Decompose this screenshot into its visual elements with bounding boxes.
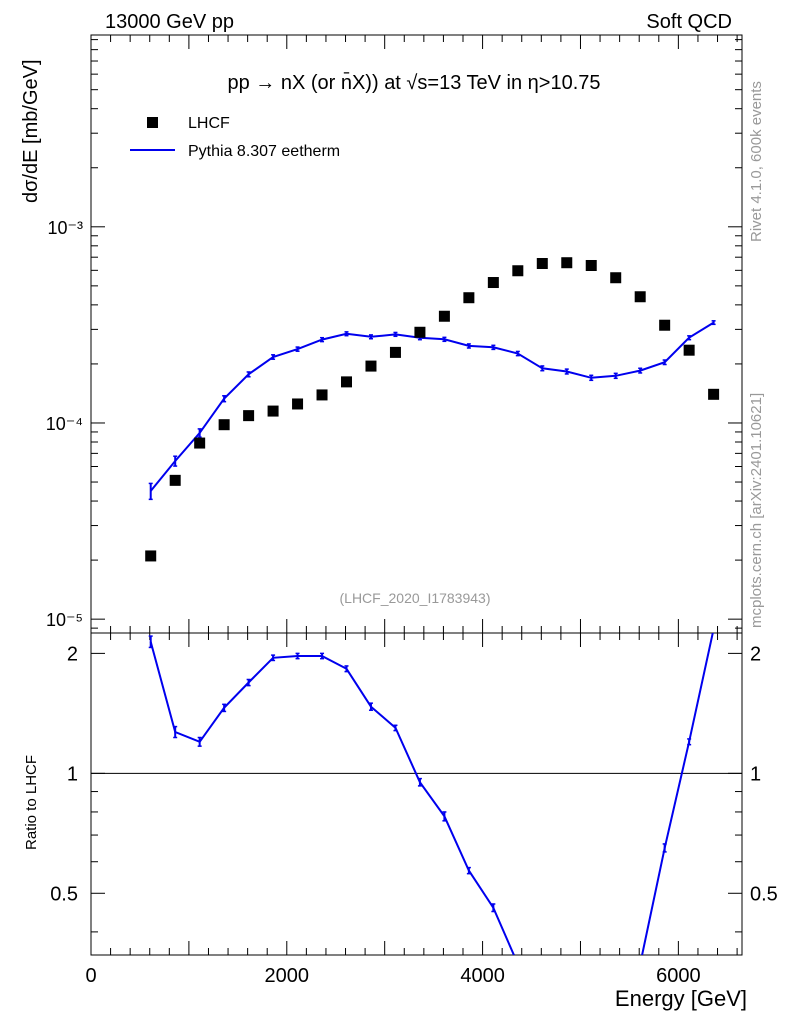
data-point xyxy=(683,344,695,356)
data-point xyxy=(292,398,304,410)
data-point xyxy=(634,291,646,303)
ratio-series-group xyxy=(148,633,714,955)
main-axis-ticks: 10⁻⁵ 10⁻⁴ 10⁻³ xyxy=(46,35,742,633)
ratio-line xyxy=(641,633,714,955)
data-point xyxy=(341,376,353,388)
main-ylabel: dσ/dE [mb/GeV] xyxy=(20,59,42,203)
plot-title: pp → nX (or n̄X)) at √s=13 TeV in η>10.7… xyxy=(227,71,600,94)
data-point xyxy=(487,277,499,289)
ratio-ytick-label-left: 1 xyxy=(67,763,78,785)
main-plot-marks xyxy=(145,257,720,562)
ratio-xtick-label: 4000 xyxy=(460,965,505,987)
data-point xyxy=(169,474,181,486)
mc-line xyxy=(149,321,715,492)
data-point xyxy=(145,550,157,562)
main-ytick-label: 10⁻⁵ xyxy=(46,610,83,630)
ratio-plot-frame xyxy=(90,632,743,956)
analysis-watermark: (LHCF_2020_I1783943) xyxy=(340,590,491,606)
data-point xyxy=(585,259,597,271)
ratio-xtick-label: 0 xyxy=(85,965,96,987)
data-point xyxy=(512,265,524,277)
data-point xyxy=(659,319,671,331)
mcplots-label: mcplots.cern.ch [arXiv:2401.10621] xyxy=(748,393,765,628)
ratio-line xyxy=(149,641,515,955)
ratio-ytick-label-right: 2 xyxy=(750,643,761,665)
ratio-plot-marks xyxy=(148,633,714,955)
legend-data-label: LHCF xyxy=(188,115,230,132)
main-ytick-label: 10⁻³ xyxy=(47,218,83,238)
data-point xyxy=(610,272,622,284)
data-point xyxy=(463,292,475,304)
ratio-ytick-label-right: 1 xyxy=(750,763,761,785)
data-point xyxy=(243,410,255,422)
main-ytick-label: 10⁻⁴ xyxy=(46,414,83,434)
data-point xyxy=(561,257,573,269)
data-point xyxy=(414,326,426,338)
ratio-xtick-label: 2000 xyxy=(265,965,310,987)
data-point xyxy=(708,388,720,400)
data-point xyxy=(389,346,401,358)
header-right: Soft QCD xyxy=(646,11,732,33)
ratio-xlabel: Energy [GeV] xyxy=(615,986,747,1011)
data-point xyxy=(536,258,548,270)
rivet-label: Rivet 4.1.0, 600k events xyxy=(748,81,765,242)
data-point xyxy=(218,419,230,431)
ratio-axis-ticks: 0.5 0.5 1 1 2 2 0 2000 4000 6000 xyxy=(50,633,778,987)
ratio-ylabel: Ratio to LHCF xyxy=(23,755,40,850)
data-point xyxy=(194,437,206,449)
ratio-ytick-label-right: 0.5 xyxy=(750,883,778,905)
ratio-ytick-label-left: 0.5 xyxy=(50,883,78,905)
legend-data-marker xyxy=(147,117,158,128)
data-point xyxy=(267,405,279,417)
data-point xyxy=(365,360,377,372)
legend-mc-label: Pythia 8.307 eetherm xyxy=(188,143,340,160)
data-point xyxy=(316,389,328,401)
data-point xyxy=(438,310,450,322)
ratio-ytick-label-left: 2 xyxy=(67,643,78,665)
ratio-xtick-label: 6000 xyxy=(656,965,701,987)
header-left: 13000 GeV pp xyxy=(105,11,234,33)
